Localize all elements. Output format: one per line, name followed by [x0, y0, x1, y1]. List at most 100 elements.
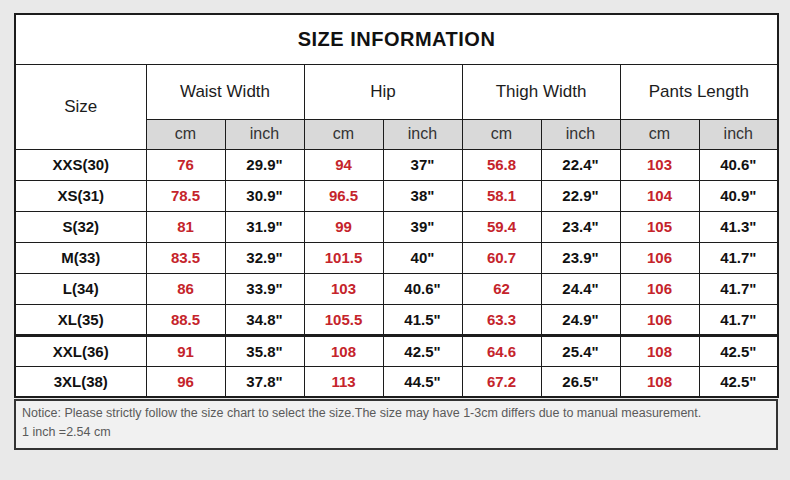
title-row: SIZE INFORMATION — [15, 14, 778, 64]
waist-cm-value: 81 — [146, 211, 225, 242]
notice-line-1: Notice: Please strictly follow the size … — [22, 404, 770, 423]
pants-inch-value: 40.9" — [699, 180, 778, 211]
pants-inch-value: 42.5" — [699, 366, 778, 397]
size-label: XL(35) — [15, 304, 146, 335]
table-row-s: S(32) 81 31.9" 99 39" 59.4 23.4" 105 41.… — [15, 211, 778, 242]
unit-header-inch: inch — [225, 119, 304, 149]
hip-cm-value: 99 — [304, 211, 383, 242]
size-chart-table: SIZE INFORMATION Size Waist Width Hip Th… — [14, 13, 779, 398]
notice-box: Notice: Please strictly follow the size … — [14, 399, 778, 450]
hip-inch-value: 44.5" — [383, 366, 462, 397]
pants-cm-value: 104 — [620, 180, 699, 211]
unit-header-inch: inch — [699, 119, 778, 149]
hip-cm-value: 105.5 — [304, 304, 383, 335]
table-row-xxl: XXL(36) 91 35.8" 108 42.5" 64.6 25.4" 10… — [15, 335, 778, 366]
waist-cm-value: 88.5 — [146, 304, 225, 335]
waist-cm-value: 78.5 — [146, 180, 225, 211]
pants-cm-value: 106 — [620, 242, 699, 273]
size-label: 3XL(38) — [15, 366, 146, 397]
thigh-inch-value: 26.5" — [541, 366, 620, 397]
pants-inch-value: 41.7" — [699, 304, 778, 335]
size-label: M(33) — [15, 242, 146, 273]
page: SIZE INFORMATION Size Waist Width Hip Th… — [0, 0, 790, 480]
hip-cm-value: 94 — [304, 149, 383, 180]
hip-inch-value: 41.5" — [383, 304, 462, 335]
table-row-3xl: 3XL(38) 96 37.8" 113 44.5" 67.2 26.5" 10… — [15, 366, 778, 397]
unit-header-inch: inch — [541, 119, 620, 149]
size-label: L(34) — [15, 273, 146, 304]
unit-header-cm: cm — [620, 119, 699, 149]
thigh-cm-value: 67.2 — [462, 366, 541, 397]
waist-inch-value: 30.9" — [225, 180, 304, 211]
pants-inch-value: 40.6" — [699, 149, 778, 180]
waist-inch-value: 29.9" — [225, 149, 304, 180]
page-title: SIZE INFORMATION — [15, 14, 778, 64]
group-header-row: Size Waist Width Hip Thigh Width Pants L… — [15, 64, 778, 119]
pants-inch-value: 41.3" — [699, 211, 778, 242]
waist-cm-value: 83.5 — [146, 242, 225, 273]
hip-inch-value: 40" — [383, 242, 462, 273]
thigh-cm-value: 59.4 — [462, 211, 541, 242]
column-header-pants-length: Pants Length — [620, 64, 778, 119]
waist-cm-value: 91 — [146, 335, 225, 366]
waist-inch-value: 35.8" — [225, 335, 304, 366]
thigh-cm-value: 63.3 — [462, 304, 541, 335]
thigh-cm-value: 58.1 — [462, 180, 541, 211]
thigh-inch-value: 22.9" — [541, 180, 620, 211]
hip-cm-value: 108 — [304, 335, 383, 366]
hip-inch-value: 42.5" — [383, 335, 462, 366]
table-row-m: M(33) 83.5 32.9" 101.5 40" 60.7 23.9" 10… — [15, 242, 778, 273]
waist-inch-value: 33.9" — [225, 273, 304, 304]
hip-cm-value: 101.5 — [304, 242, 383, 273]
thigh-cm-value: 60.7 — [462, 242, 541, 273]
unit-header-cm: cm — [146, 119, 225, 149]
waist-cm-value: 76 — [146, 149, 225, 180]
table-row-l: L(34) 86 33.9" 103 40.6" 62 24.4" 106 41… — [15, 273, 778, 304]
thigh-cm-value: 56.8 — [462, 149, 541, 180]
hip-inch-value: 37" — [383, 149, 462, 180]
pants-cm-value: 108 — [620, 366, 699, 397]
thigh-cm-value: 62 — [462, 273, 541, 304]
waist-cm-value: 86 — [146, 273, 225, 304]
pants-inch-value: 41.7" — [699, 242, 778, 273]
waist-inch-value: 37.8" — [225, 366, 304, 397]
hip-cm-value: 96.5 — [304, 180, 383, 211]
column-header-size: Size — [15, 64, 146, 149]
pants-cm-value: 106 — [620, 304, 699, 335]
table-row-xl: XL(35) 88.5 34.8" 105.5 41.5" 63.3 24.9"… — [15, 304, 778, 335]
pants-cm-value: 103 — [620, 149, 699, 180]
thigh-inch-value: 24.4" — [541, 273, 620, 304]
column-header-waist-width: Waist Width — [146, 64, 304, 119]
thigh-inch-value: 23.4" — [541, 211, 620, 242]
size-label: S(32) — [15, 211, 146, 242]
pants-cm-value: 105 — [620, 211, 699, 242]
hip-inch-value: 38" — [383, 180, 462, 211]
waist-cm-value: 96 — [146, 366, 225, 397]
thigh-cm-value: 64.6 — [462, 335, 541, 366]
hip-inch-value: 39" — [383, 211, 462, 242]
thigh-inch-value: 22.4" — [541, 149, 620, 180]
size-label: XXL(36) — [15, 335, 146, 366]
unit-header-cm: cm — [304, 119, 383, 149]
unit-header-cm: cm — [462, 119, 541, 149]
hip-cm-value: 103 — [304, 273, 383, 304]
thigh-inch-value: 25.4" — [541, 335, 620, 366]
notice-line-2: 1 inch =2.54 cm — [22, 423, 770, 442]
size-label: XXS(30) — [15, 149, 146, 180]
pants-cm-value: 108 — [620, 335, 699, 366]
waist-inch-value: 32.9" — [225, 242, 304, 273]
table-row-xs: XS(31) 78.5 30.9" 96.5 38" 58.1 22.9" 10… — [15, 180, 778, 211]
table-row-xxs: XXS(30) 76 29.9" 94 37" 56.8 22.4" 103 4… — [15, 149, 778, 180]
waist-inch-value: 31.9" — [225, 211, 304, 242]
hip-cm-value: 113 — [304, 366, 383, 397]
unit-header-inch: inch — [383, 119, 462, 149]
thigh-inch-value: 23.9" — [541, 242, 620, 273]
waist-inch-value: 34.8" — [225, 304, 304, 335]
pants-inch-value: 41.7" — [699, 273, 778, 304]
column-header-thigh-width: Thigh Width — [462, 64, 620, 119]
pants-cm-value: 106 — [620, 273, 699, 304]
pants-inch-value: 42.5" — [699, 335, 778, 366]
size-label: XS(31) — [15, 180, 146, 211]
column-header-hip: Hip — [304, 64, 462, 119]
thigh-inch-value: 24.9" — [541, 304, 620, 335]
